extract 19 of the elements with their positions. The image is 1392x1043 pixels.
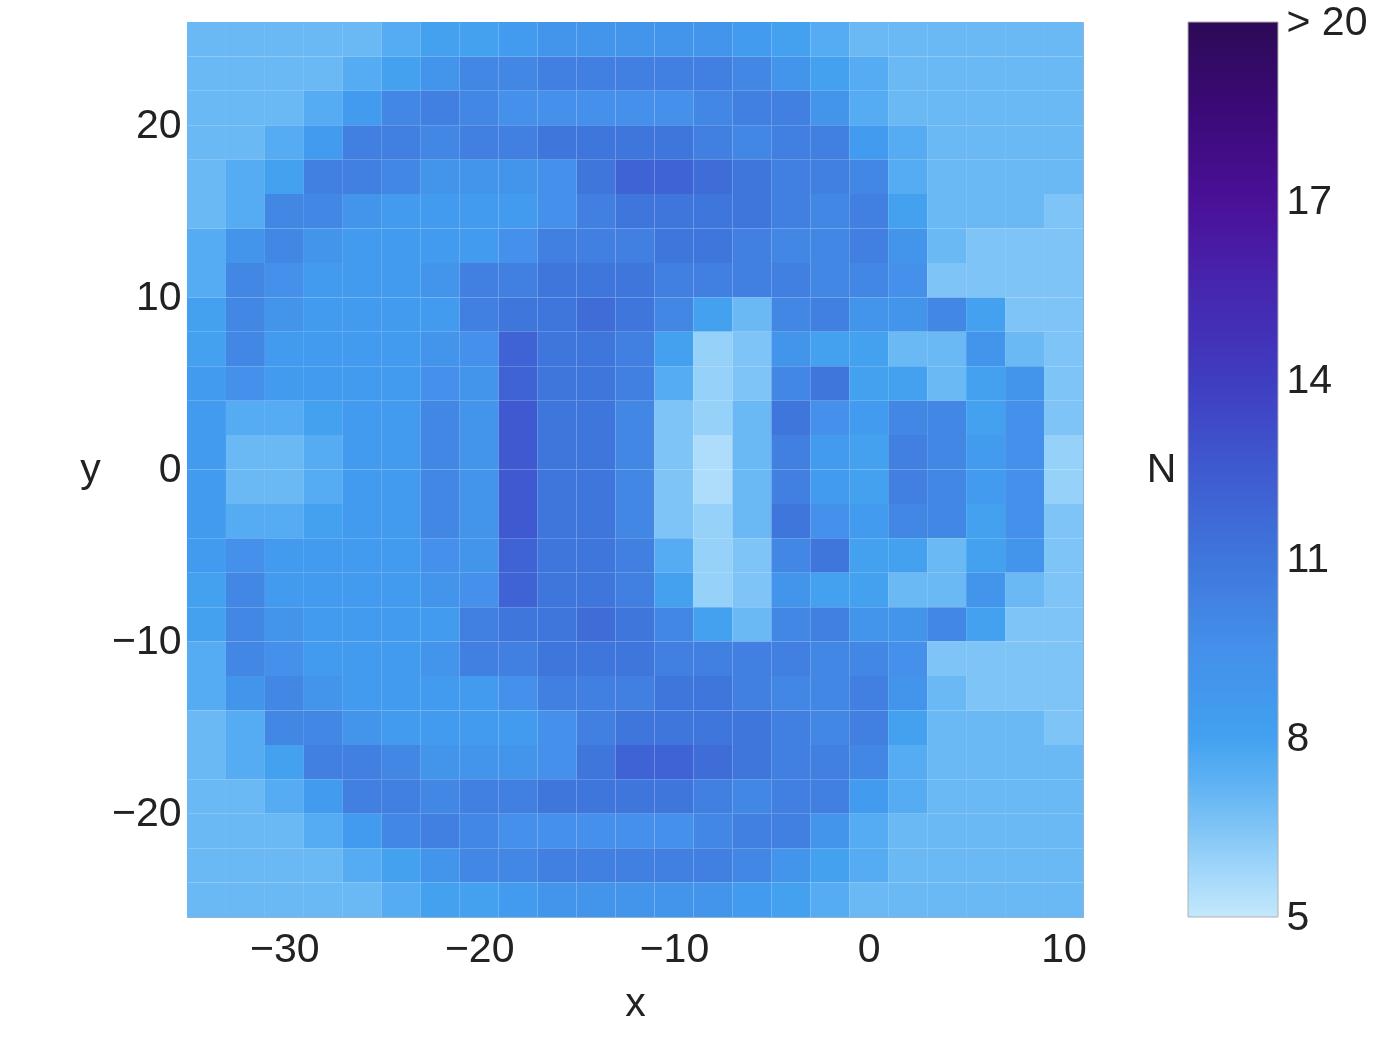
x-tick-label: −20	[444, 924, 515, 971]
color-bar-label: > 20	[1286, 0, 1368, 44]
x-tick-label: 0	[857, 924, 881, 971]
x-tick-label: 10	[1041, 924, 1087, 971]
y-tick-label: 10	[135, 272, 182, 319]
color-bar-label: 8	[1286, 713, 1310, 760]
color-bar-label: 5	[1286, 892, 1310, 939]
y-tick-label: −20	[111, 789, 182, 836]
x-tick-label: −30	[250, 924, 320, 971]
color-bar-label: 17	[1286, 176, 1333, 223]
color-bar-label: 14	[1286, 355, 1333, 402]
color-bar-label: 11	[1286, 534, 1330, 581]
y-axis-title: y	[80, 445, 102, 491]
x-axis-title: x	[625, 978, 647, 1025]
x-tick-label: −10	[639, 924, 710, 971]
y-tick-label: −10	[111, 617, 182, 664]
color-bar-title: N	[1146, 445, 1177, 491]
y-tick-label: 0	[158, 445, 182, 491]
y-tick-label: 20	[135, 100, 182, 147]
